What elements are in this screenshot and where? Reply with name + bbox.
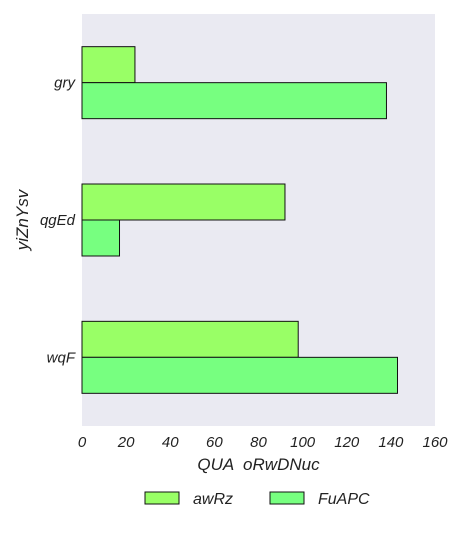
x-tick-labels: 0 20 40 60 80 100 120 140 160 <box>78 434 448 451</box>
y-tick-labels: gry qgEd wqF <box>40 75 77 367</box>
legend-swatch-awRz <box>144 491 180 505</box>
y-tick-label: qgEd <box>40 212 76 229</box>
legend: awRz FuAPC <box>144 491 370 508</box>
bar-gry-awRz <box>81 46 136 84</box>
x-tick-label: 100 <box>290 434 316 451</box>
y-axis-title: yiZnYsv <box>13 188 32 251</box>
bar-qgEd-awRz <box>81 183 286 221</box>
bar-wqF-awRz <box>81 320 299 358</box>
x-tick-label: 60 <box>206 434 223 451</box>
bar-wqF-FuAPC <box>81 356 398 394</box>
bar-gry-FuAPC <box>81 82 387 120</box>
x-tick-label: 140 <box>378 434 404 451</box>
y-tick-label: gry <box>54 75 76 92</box>
x-tick-label: 0 <box>78 434 87 451</box>
y-tick-label: wqF <box>47 349 76 366</box>
legend-swatch-FuAPC <box>269 491 305 505</box>
bars-group <box>81 46 398 394</box>
x-axis-title: QUA oRwDNuc <box>197 455 320 474</box>
x-tick-label: 20 <box>117 434 135 451</box>
legend-label-FuAPC: FuAPC <box>318 491 370 508</box>
x-tick-label: 160 <box>422 434 448 451</box>
bar-qgEd-FuAPC <box>81 219 121 257</box>
x-tick-label: 40 <box>162 434 179 451</box>
x-tick-label: 120 <box>334 434 360 451</box>
legend-label-awRz: awRz <box>193 491 233 508</box>
x-tick-label: 80 <box>250 434 267 451</box>
